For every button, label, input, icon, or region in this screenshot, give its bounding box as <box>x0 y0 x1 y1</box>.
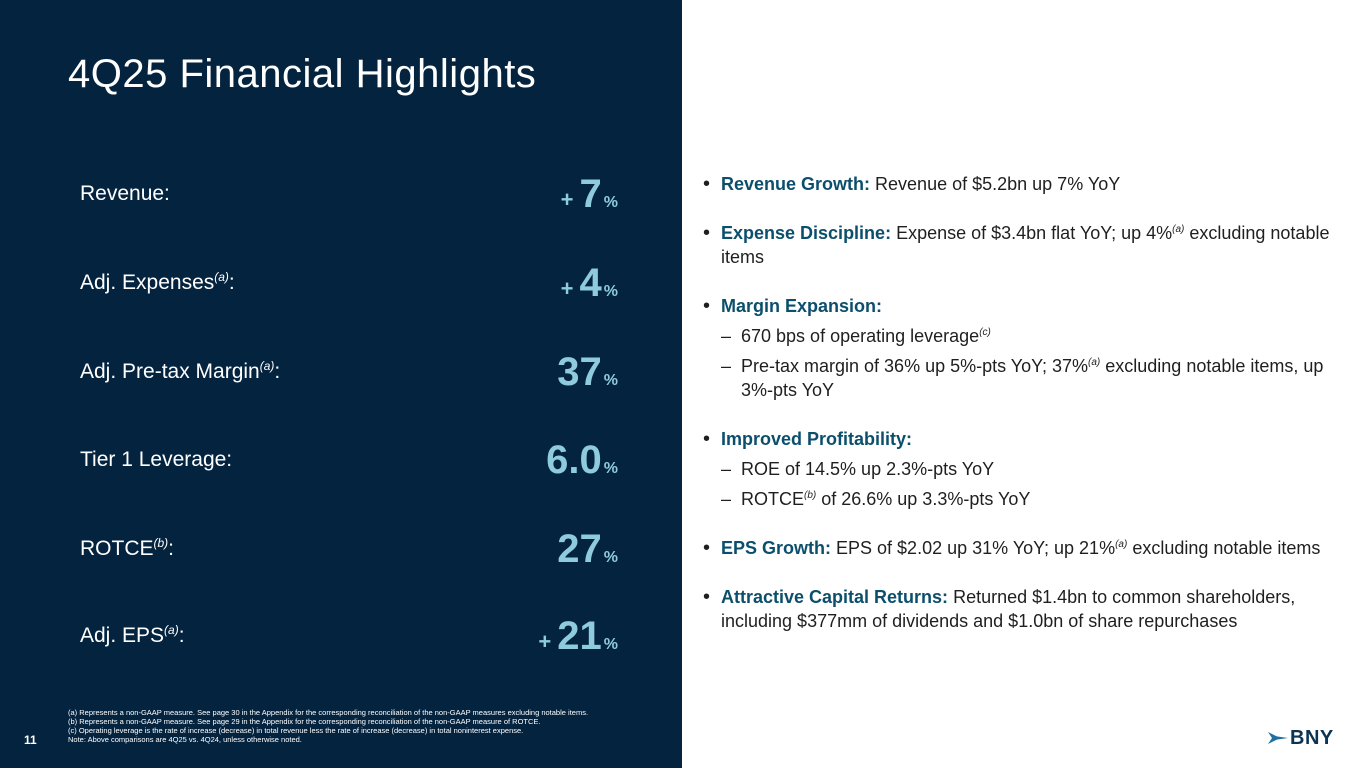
metric-value: +7% <box>560 171 618 216</box>
footnote-note: Note: Above comparisons are 4Q25 vs. 4Q2… <box>68 735 302 744</box>
sub-pretax-margin: Pre-tax margin of 36% up 5%-pts YoY; 37%… <box>703 354 1343 402</box>
metric-value: +21% <box>538 613 618 658</box>
metric-value: 37% <box>557 349 618 394</box>
footnote-a: (a) Represents a non-GAAP measure. See p… <box>68 708 589 717</box>
bullet-revenue-growth: Revenue Growth: Revenue of $5.2bn up 7% … <box>703 172 1343 196</box>
metric-label: Adj. EPS(a): <box>80 623 185 647</box>
chevron-arrow-icon <box>1268 732 1288 744</box>
metric-value: +4% <box>560 260 618 305</box>
page-title: 4Q25 Financial Highlights <box>68 52 537 96</box>
bullet-expense-discipline: Expense Discipline: Expense of $3.4bn fl… <box>703 221 1343 269</box>
page-number: 11 <box>24 733 37 747</box>
metric-label: Revenue: <box>80 182 170 205</box>
logo-text: BNY <box>1290 726 1334 749</box>
footnotes: (a) Represents a non-GAAP measure. See p… <box>68 708 648 744</box>
metric-label: Adj. Expenses(a): <box>80 270 235 294</box>
bullet-margin-expansion: Margin Expansion: <box>703 294 1343 318</box>
metric-label: Adj. Pre-tax Margin(a): <box>80 359 281 383</box>
bullet-capital-returns: Attractive Capital Returns: Returned $1.… <box>703 585 1343 633</box>
metric-revenue: Revenue: +7% <box>80 172 618 216</box>
bullet-eps-growth: EPS Growth: EPS of $2.02 up 31% YoY; up … <box>703 536 1343 560</box>
sub-rotce: ROTCE(b) of 26.6% up 3.3%-pts YoY <box>703 487 1343 511</box>
bullet-improved-profitability: Improved Profitability: <box>703 427 1343 451</box>
sub-roe: ROE of 14.5% up 2.3%-pts YoY <box>703 457 1343 481</box>
sub-operating-leverage: 670 bps of operating leverage(c) <box>703 324 1343 348</box>
metric-label: Tier 1 Leverage: <box>80 448 233 471</box>
metric-adj-pretax-margin: Adj. Pre-tax Margin(a): 37% <box>80 350 618 394</box>
footnote-c: (c) Operating leverage is the rate of in… <box>68 726 524 735</box>
metric-value: 27% <box>557 526 618 571</box>
metric-label: ROTCE(b): <box>80 536 175 560</box>
footnote-b: (b) Represents a non-GAAP measure. See p… <box>68 717 541 726</box>
metric-adj-eps: Adj. EPS(a): +21% <box>80 614 618 658</box>
metric-value: 6.0% <box>546 437 618 482</box>
metric-adj-expenses: Adj. Expenses(a): +4% <box>80 261 618 305</box>
metric-rotce: ROTCE(b): 27% <box>80 527 618 571</box>
metric-tier1-leverage: Tier 1 Leverage: 6.0% <box>80 438 618 482</box>
highlights-list: Revenue Growth: Revenue of $5.2bn up 7% … <box>703 172 1343 633</box>
bny-logo: BNY <box>1268 725 1334 751</box>
left-panel: 4Q25 Financial Highlights Revenue: +7% A… <box>0 0 682 768</box>
